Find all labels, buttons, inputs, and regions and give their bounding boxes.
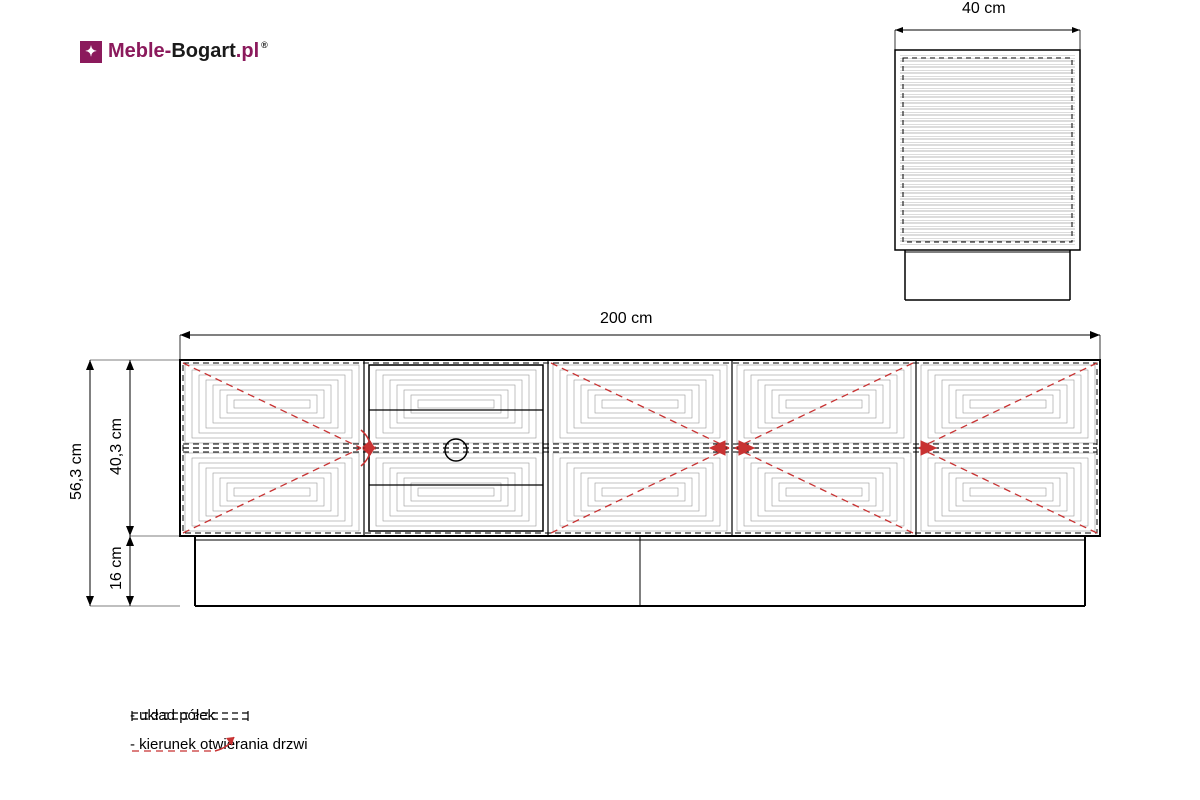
front-height-total-dim: 56,3 cm bbox=[68, 443, 86, 500]
side-width-dim: 40 cm bbox=[962, 0, 1006, 18]
legend-door-direction: - kierunek otwierania drzwi bbox=[130, 736, 308, 753]
legend: - układ półek - kierunek otwierania drzw… bbox=[130, 707, 308, 765]
legend-shelves: - układ półek bbox=[130, 707, 308, 724]
side-view-drawing bbox=[865, 10, 1145, 310]
door-direction-icon bbox=[130, 733, 250, 757]
shelf-dash-icon bbox=[130, 709, 250, 723]
front-width-dim: 200 cm bbox=[600, 310, 652, 328]
brand-logo: ✦ Meble-Bogart.pl® bbox=[80, 40, 268, 63]
logo-icon: ✦ bbox=[80, 41, 102, 63]
front-height-body-dim: 40,3 cm bbox=[108, 418, 126, 475]
front-height-legs-dim: 16 cm bbox=[108, 546, 126, 590]
logo-text: Meble-Bogart.pl® bbox=[108, 40, 268, 63]
front-view-drawing bbox=[70, 310, 1140, 640]
